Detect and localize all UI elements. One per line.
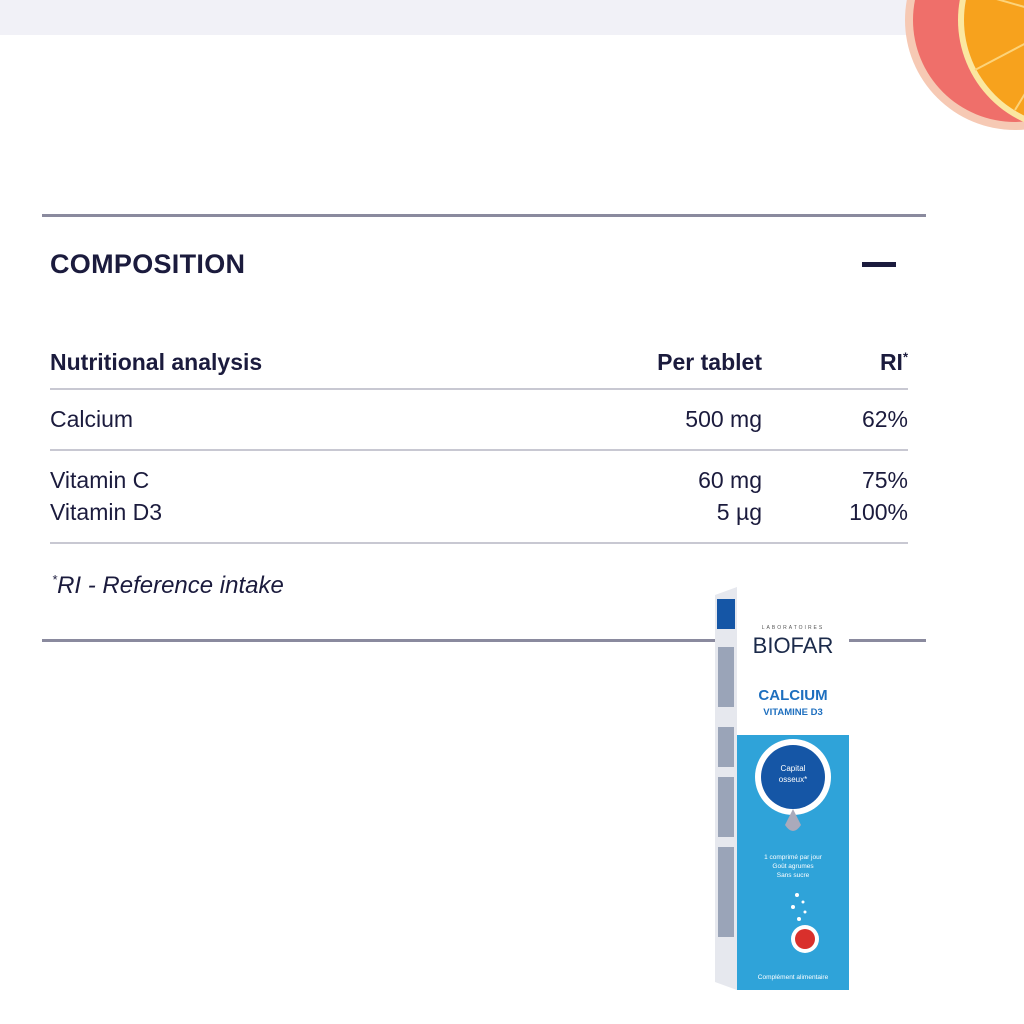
nutrient-name: Vitamin C <box>50 467 150 493</box>
svg-text:Goût agrumes: Goût agrumes <box>772 863 814 870</box>
nutrition-table: Nutritional analysis Per tablet RI* Calc… <box>50 336 908 544</box>
svg-text:Sans sucre: Sans sucre <box>777 872 810 879</box>
ri-value: 62% <box>861 406 908 432</box>
svg-text:1 comprimé par jour: 1 comprimé par jour <box>764 854 823 861</box>
nutrient-name: Vitamin D3 <box>50 499 163 525</box>
per-tablet-value: 5 µg <box>716 499 762 525</box>
table-row: Calcium 500 mg 62% <box>50 389 908 451</box>
header-per-tablet: Per tablet <box>522 336 762 390</box>
top-bar <box>0 0 1024 35</box>
svg-text:BIOFAR: BIOFAR <box>753 633 834 658</box>
svg-text:VITAMINE D3: VITAMINE D3 <box>763 707 822 718</box>
per-tablet-value: 60 mg <box>698 467 762 493</box>
svg-text:osseux*: osseux* <box>779 775 807 784</box>
section-divider-top <box>42 214 926 217</box>
product-box-image: LABORATOIRES BIOFAR CALCIUM VITAMINE D3 … <box>715 587 849 990</box>
section-title[interactable]: COMPOSITION <box>50 249 246 279</box>
citrus-fruit-image <box>905 0 1024 130</box>
header-ri: RI* <box>762 336 908 390</box>
table-row: Vitamin C Vitamin D3 60 mg 5 µg 75% 100% <box>50 450 908 544</box>
svg-text:LABORATOIRES: LABORATOIRES <box>762 625 824 631</box>
per-tablet-value: 500 mg <box>685 406 762 432</box>
nutrient-name: Calcium <box>50 406 134 432</box>
ri-value: 75% <box>861 467 908 493</box>
ri-value: 100% <box>849 499 908 525</box>
svg-text:Complément alimentaire: Complément alimentaire <box>758 974 829 981</box>
footnote: *RI - Reference intake <box>52 572 284 599</box>
minus-icon[interactable] <box>862 262 896 267</box>
svg-text:CALCIUM: CALCIUM <box>758 687 827 704</box>
header-nutritional-analysis: Nutritional analysis <box>50 336 522 390</box>
svg-text:Capital: Capital <box>781 764 806 773</box>
table-header-row: Nutritional analysis Per tablet RI* <box>50 336 908 390</box>
section-divider-bottom <box>42 639 926 642</box>
